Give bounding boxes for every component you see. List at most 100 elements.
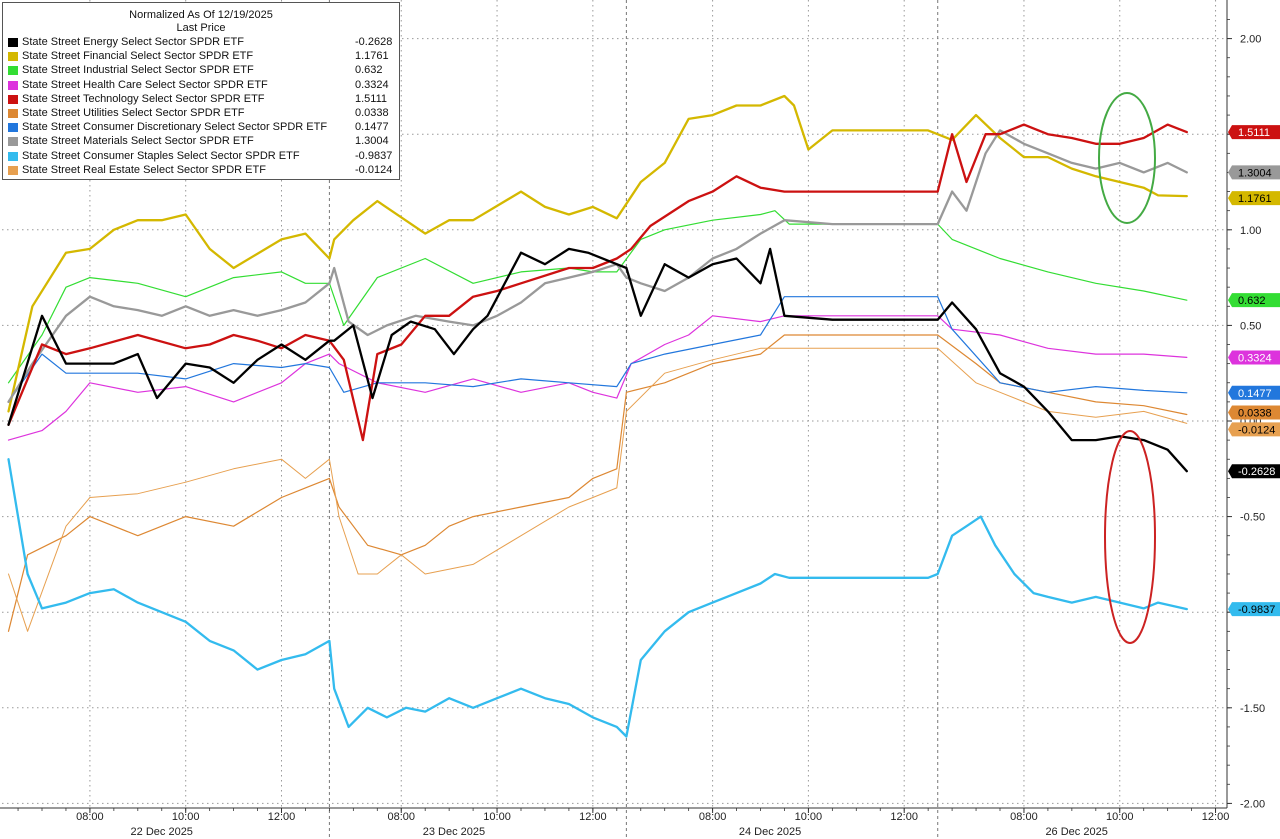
x-tick-label: 08:00 [699,811,727,823]
value-tag: -0.0124 [1228,422,1280,437]
value-tag: 1.1761 [1228,191,1280,206]
series-line-1 [7,94,1188,413]
legend-series-name: State Street Financial Select Sector SPD… [22,50,254,63]
x-tick-label: 08:00 [76,811,104,823]
series-line-5 [7,334,1188,632]
legend-subtitle: Last Price [176,22,226,34]
y-tick-label: 0.50 [1240,320,1261,332]
legend-series-value: -0.9837 [355,149,393,162]
x-tick-label: 08:00 [1010,811,1038,823]
series-line-9 [8,347,1188,632]
value-tags: -0.2628 1.1761 0.632 0.3324 1.5111 0.0338 0.14… [1228,125,1280,617]
value-tag-bg [1228,464,1280,479]
legend-series-value: 0.1477 [355,121,389,134]
x-tick-label: 08:00 [387,811,415,823]
legend-swatch [8,94,18,104]
legend-swatch [8,108,18,118]
legend-series-name: State Street Energy Select Sector SPDR E… [22,36,244,48]
x-tick-label: 10:00 [172,811,200,823]
value-tag-label: 0.3324 [1238,352,1272,364]
y-tick-label: -2.00 [1240,798,1265,810]
legend-series-value: -0.2628 [355,36,393,48]
legend-swatch [8,66,18,76]
value-tag: 0.1477 [1228,385,1280,400]
value-tag-bg [1228,385,1280,400]
annotation-ellipse-green [1098,92,1156,224]
value-tag-label: 0.0338 [1238,408,1272,420]
legend-row: State Street Real Estate Select Sector S… [3,163,399,177]
value-tag-bg [1228,350,1280,365]
legend-swatch [8,38,18,47]
legend-row: State Street Materials Select Sector SPD… [3,134,399,148]
value-tag-bg [1228,125,1280,140]
legend-row: State Street Financial Select Sector SPD… [3,49,399,63]
value-tag-label: -0.2628 [1238,466,1275,478]
y-tick-label: -1.50 [1240,703,1265,715]
legend-series-name: State Street Consumer Discretionary Sele… [22,121,328,134]
value-tag: 0.632 [1228,293,1280,308]
y-tick-label: 1.00 [1240,225,1261,237]
value-tag-bg [1228,422,1280,437]
date-label: 23 Dec 2025 [423,826,485,838]
annotations [1098,92,1156,644]
value-tag-bg [1228,602,1280,617]
value-tag-label: 0.1477 [1238,388,1272,400]
legend-row: State Street Consumer Staples Select Sec… [3,149,399,163]
legend-series-value: 1.5111 [355,92,388,105]
legend-series-name: State Street Consumer Staples Select Sec… [22,149,300,162]
date-label: 26 Dec 2025 [1045,826,1107,838]
legend-title: Normalized As Of 12/19/2025 [129,9,273,21]
series-line-4 [7,123,1188,442]
legend-series-name: State Street Health Care Select Sector S… [22,78,268,91]
x-tick-label: 10:00 [795,811,823,823]
legend-series-value: 1.3004 [355,135,389,148]
y-tick-label: -0.50 [1240,512,1265,524]
value-tag-bg [1228,165,1280,180]
series-line-3 [7,315,1188,441]
value-tag: -0.2628 [1228,464,1280,479]
value-tag-label: -0.9837 [1238,604,1275,616]
value-tag-label: 0.632 [1238,295,1266,307]
value-tag-bg [1228,293,1280,308]
value-tag: 0.0338 [1228,405,1280,420]
annotation-ellipse-red [1104,430,1156,644]
grid [2,0,1227,808]
chart-legend: Normalized As Of 12/19/2025 Last Price S… [2,2,400,180]
date-label: 24 Dec 2025 [739,826,801,838]
x-tick-label: 12:00 [890,811,918,823]
value-tag-bg [1228,191,1280,206]
x-tick-label: 10:00 [1106,811,1134,823]
date-label: 22 Dec 2025 [131,826,193,838]
legend-row: State Street Utilities Select Sector SPD… [3,106,399,120]
legend-series-value: 0.632 [355,64,383,77]
series-line-2 [7,210,1188,384]
value-tag: 0.3324 [1228,350,1280,365]
legend-series-value: 1.1761 [355,50,389,63]
value-tag: 1.5111 [1228,125,1280,140]
x-tick-label: 10:00 [483,811,511,823]
value-tag-label: 1.3004 [1238,167,1272,179]
legend-series-value: 0.0338 [355,106,389,119]
x-tick-label: 12:00 [268,811,296,823]
value-tag-label: 1.1761 [1238,193,1272,205]
legend-series-name: State Street Utilities Select Sector SPD… [22,106,245,119]
series-line-0 [7,247,1188,473]
legend-row: State Street Industrial Select Sector SP… [3,63,399,77]
series-layer [7,94,1188,738]
y-tick-label: 2.00 [1240,34,1261,46]
value-tag-label: -0.0124 [1238,424,1275,436]
legend-series-value: -0.0124 [355,163,393,176]
value-tag-bg [1228,405,1280,420]
legend-swatch [8,165,18,175]
legend-series-name: State Street Industrial Select Sector SP… [22,64,254,77]
series-line-8 [7,458,1188,738]
legend-swatch [8,80,18,90]
x-tick-label: 12:00 [579,811,607,823]
series-line-6 [7,296,1188,403]
legend-swatch [8,151,18,161]
legend-swatch [8,123,18,133]
series-line-7 [7,129,1188,404]
legend-series-name: State Street Real Estate Select Sector S… [22,163,266,176]
legend-row: State Street Energy Select Sector SPDR E… [3,35,399,49]
x-tick-label: 12:00 [1202,811,1230,823]
